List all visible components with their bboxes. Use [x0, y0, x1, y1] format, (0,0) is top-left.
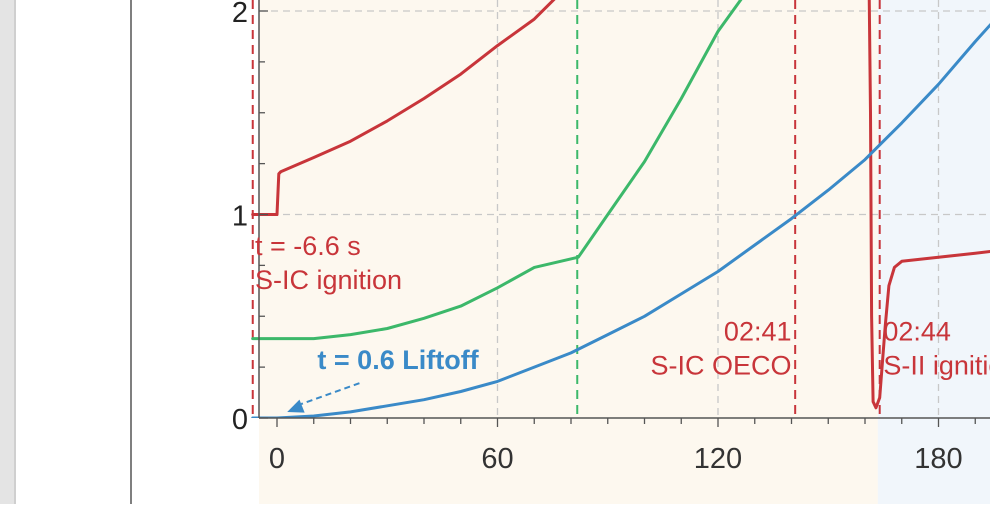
event-label-3-0: 02:44 [883, 317, 951, 347]
annotations: t = 0.6 Liftoff [287, 345, 480, 413]
x-tick-label-1: 60 [481, 443, 513, 475]
annotation-arrow-head-0 [287, 399, 305, 413]
y-tick-label-2: 2 [232, 0, 248, 29]
phase-bands [259, 0, 990, 504]
series-lines [251, 0, 990, 418]
event-labels: t = -6.6 s S-IC ignition 02:41 S-IC OECO 02:… [255, 231, 990, 380]
series-line-2 [251, 0, 743, 341]
series-line-1 [867, 0, 990, 410]
annotation-arrow-shaft-0 [300, 382, 360, 405]
x-tick-label-3: 180 [914, 443, 962, 475]
window-left-edge [0, 0, 14, 504]
series-line-3 [251, 22, 990, 418]
y-tick-label-0: 0 [232, 404, 248, 436]
series-line-0 [251, 0, 556, 216]
phase-band-0 [259, 0, 878, 504]
y-tick-label-1: 1 [232, 201, 248, 233]
window-left-edge-shadow [14, 0, 16, 504]
x-tick-label-0: 0 [269, 443, 285, 475]
event-label-0-1: S-IC ignition [255, 265, 402, 295]
grid [259, 0, 990, 418]
event-label-0-0: t = -6.6 s [255, 231, 361, 261]
event-label-2-0: 02:41 [724, 317, 792, 347]
event-label-3-1: S-II ignition [883, 351, 990, 381]
event-label-2-1: S-IC OECO [650, 351, 791, 381]
phase-band-1 [877, 0, 990, 504]
annotation-text-0: t = 0.6 Liftoff [317, 345, 479, 375]
x-tick-label-2: 120 [694, 443, 742, 475]
axes: 0 60 120 180 0 1 2 [232, 0, 990, 475]
